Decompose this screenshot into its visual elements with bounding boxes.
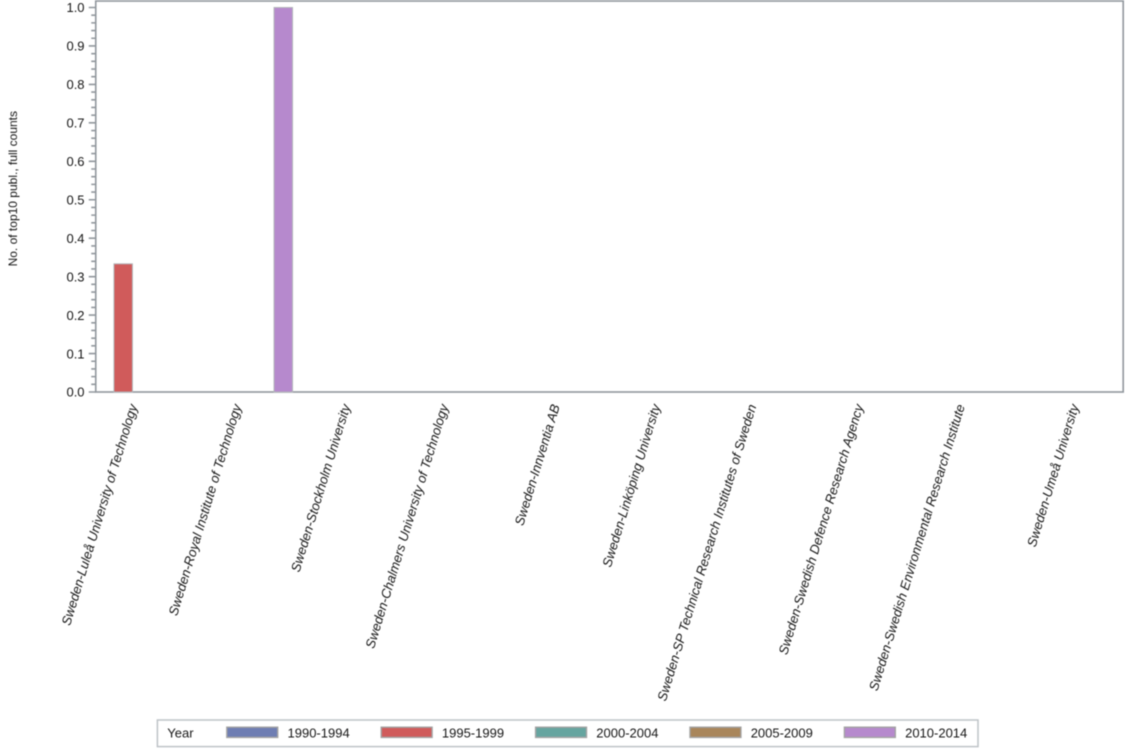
svg-text:1995-1999: 1995-1999 (442, 726, 504, 741)
svg-text:1990-1994: 1990-1994 (288, 726, 350, 741)
svg-text:0.0: 0.0 (66, 385, 84, 400)
svg-text:0.8: 0.8 (66, 77, 84, 92)
svg-text:No. of top10 publ., full count: No. of top10 publ., full counts (6, 111, 20, 266)
svg-text:2005-2009: 2005-2009 (751, 726, 813, 741)
svg-text:0.5: 0.5 (66, 192, 84, 207)
svg-text:2010-2014: 2010-2014 (905, 726, 967, 741)
svg-text:0.7: 0.7 (66, 116, 84, 131)
svg-text:0.4: 0.4 (66, 231, 84, 246)
svg-text:0.2: 0.2 (66, 308, 84, 323)
svg-text:Year: Year (167, 726, 194, 741)
svg-text:1.0: 1.0 (66, 0, 84, 15)
svg-text:0.9: 0.9 (66, 39, 84, 54)
svg-text:2000-2004: 2000-2004 (596, 726, 658, 741)
svg-text:0.3: 0.3 (66, 269, 84, 284)
svg-text:0.6: 0.6 (66, 154, 84, 169)
svg-text:0.1: 0.1 (66, 346, 84, 361)
